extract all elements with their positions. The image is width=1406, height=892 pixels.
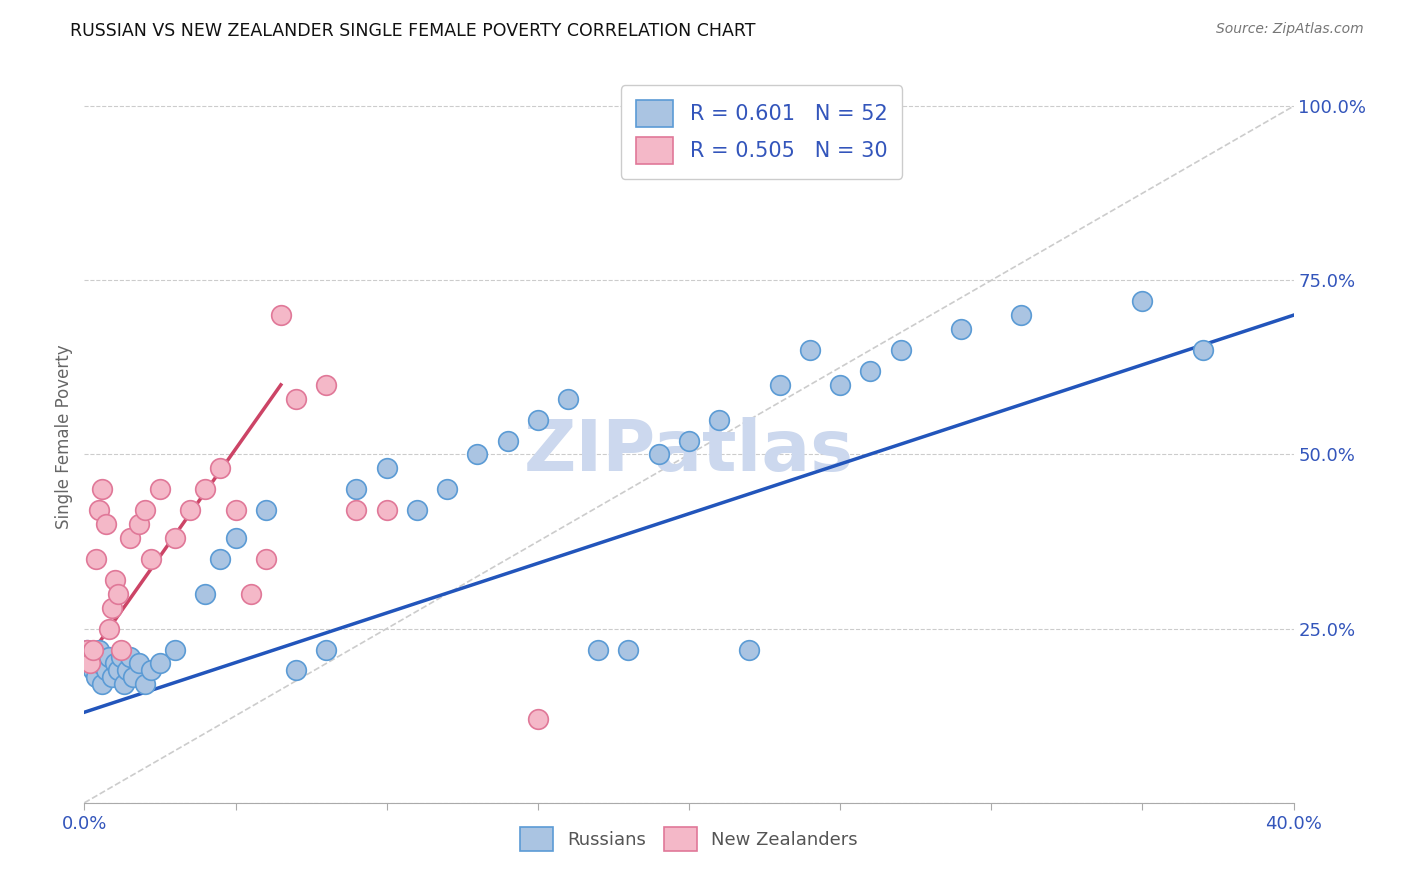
Point [97, 622, 120, 636]
Point [89, 657, 111, 671]
Point [104, 657, 127, 671]
Point [112, 677, 135, 691]
Point [209, 552, 232, 566]
Point [107, 587, 129, 601]
Point [91, 677, 114, 691]
Point [89, 642, 111, 657]
Point [86, 670, 108, 684]
Point [769, 377, 792, 392]
Point [179, 503, 201, 517]
Text: Source: ZipAtlas.com: Source: ZipAtlas.com [1216, 22, 1364, 37]
Point [86, 552, 108, 566]
Point [79, 657, 101, 671]
Point [100, 670, 122, 684]
Point [588, 642, 610, 657]
Point [859, 364, 882, 378]
Point [149, 657, 172, 671]
Point [97, 649, 120, 664]
Point [82, 664, 104, 678]
Point [436, 483, 458, 497]
Point [139, 552, 162, 566]
Point [254, 552, 277, 566]
Point [100, 600, 122, 615]
Point [82, 642, 104, 657]
Point [118, 649, 141, 664]
Point [375, 461, 398, 475]
Point [1011, 308, 1033, 322]
Point [709, 412, 731, 426]
Point [107, 664, 129, 678]
Point [134, 677, 156, 691]
Point [86, 649, 108, 664]
Point [104, 573, 127, 587]
Y-axis label: Single Female Poverty: Single Female Poverty [55, 345, 73, 529]
Point [194, 587, 217, 601]
Point [285, 392, 308, 406]
Point [285, 664, 308, 678]
Point [110, 642, 132, 657]
Point [79, 657, 101, 671]
Point [89, 503, 111, 517]
Point [165, 531, 187, 545]
Point [738, 642, 761, 657]
Point [1130, 294, 1153, 309]
Text: ZIPatlas: ZIPatlas [524, 417, 853, 486]
Point [527, 412, 550, 426]
Point [346, 503, 368, 517]
Point [950, 322, 973, 336]
Point [194, 483, 217, 497]
Point [110, 649, 132, 664]
Text: RUSSIAN VS NEW ZEALANDER SINGLE FEMALE POVERTY CORRELATION CHART: RUSSIAN VS NEW ZEALANDER SINGLE FEMALE P… [70, 22, 756, 40]
Point [239, 587, 262, 601]
Point [617, 642, 640, 657]
Point [94, 517, 117, 532]
Point [375, 503, 398, 517]
Point [115, 664, 138, 678]
Point [648, 448, 671, 462]
Point [91, 483, 114, 497]
Point [94, 664, 117, 678]
Point [799, 343, 821, 357]
Point [1192, 343, 1215, 357]
Point [128, 657, 150, 671]
Point [139, 664, 162, 678]
Point [557, 392, 579, 406]
Point [254, 503, 277, 517]
Point [527, 712, 550, 726]
Point [76, 642, 98, 657]
Point [890, 343, 912, 357]
Point [406, 503, 429, 517]
Point [496, 434, 519, 448]
Point [165, 642, 187, 657]
Point [225, 531, 247, 545]
Point [118, 531, 141, 545]
Point [270, 308, 292, 322]
Point [315, 642, 337, 657]
Point [678, 434, 700, 448]
Point [121, 670, 143, 684]
Point [76, 642, 98, 657]
Point [346, 483, 368, 497]
Point [467, 448, 489, 462]
Legend: Russians, New Zealanders: Russians, New Zealanders [512, 818, 866, 860]
Point [315, 377, 337, 392]
Point [830, 377, 852, 392]
Point [134, 503, 156, 517]
Point [128, 517, 150, 532]
Point [209, 461, 232, 475]
Point [149, 483, 172, 497]
Point [225, 503, 247, 517]
